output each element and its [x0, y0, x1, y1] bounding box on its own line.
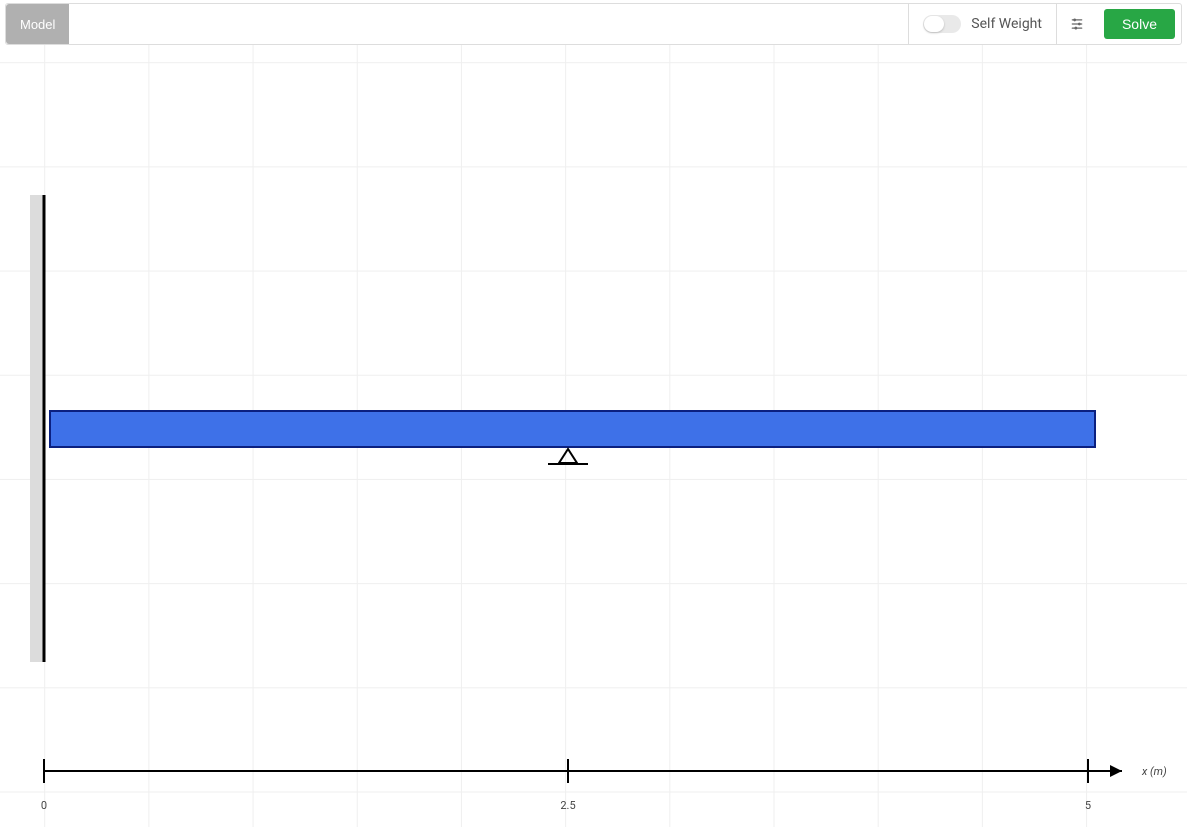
axis-tick-5: 5 — [1085, 799, 1091, 812]
pin-support[interactable] — [548, 449, 588, 464]
self-weight-control: Self Weight — [908, 4, 1056, 44]
sliders-icon — [1070, 17, 1084, 31]
axis-tick-2p5: 2.5 — [560, 799, 575, 812]
toolbar: Model Self Weight Solve — [5, 3, 1182, 45]
settings-button[interactable] — [1056, 4, 1098, 44]
canvas-area[interactable]: 0 2.5 5 x (m) — [0, 3, 1187, 827]
axis-tick-0: 0 — [41, 799, 47, 812]
beam-diagram — [0, 3, 1187, 827]
self-weight-label: Self Weight — [971, 16, 1042, 32]
model-button[interactable]: Model — [6, 4, 69, 44]
solve-button[interactable]: Solve — [1104, 9, 1175, 39]
x-axis — [44, 759, 1122, 783]
axis-label-x: x (m) — [1142, 765, 1167, 778]
fixed-support-wall — [30, 195, 44, 662]
beam[interactable] — [50, 411, 1095, 447]
self-weight-toggle[interactable] — [923, 15, 961, 33]
